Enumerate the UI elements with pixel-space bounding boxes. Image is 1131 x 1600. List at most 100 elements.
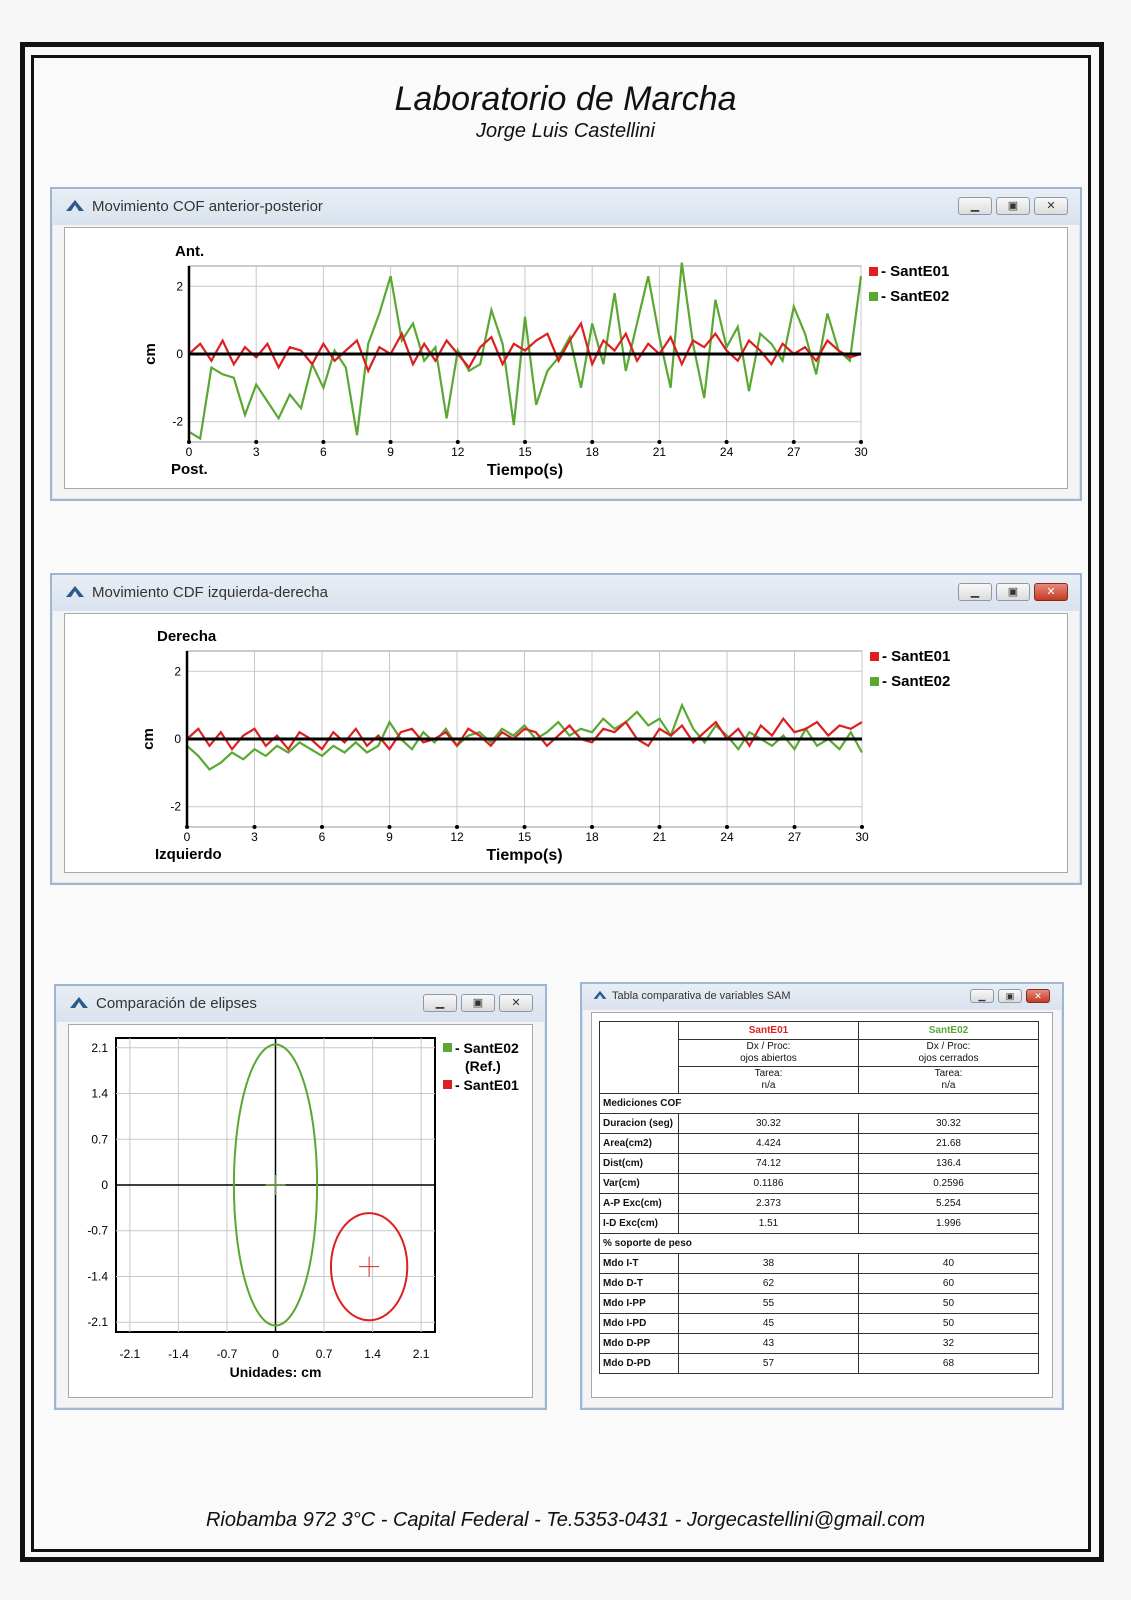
y-tick-label: 2 [174,664,181,678]
x-tick-mark [321,440,326,444]
series-line-sante02 [186,702,863,771]
x-tick-mark [522,825,527,829]
x-axis-label: Tiempo(s) [487,462,563,479]
cell-value: 57 [677,1353,859,1374]
row-label: A-P Exc(cm) [599,1193,679,1214]
x-tick-mark [791,440,796,444]
table-row: Var(cm) 0.1186 0.2596 [599,1173,1040,1194]
cell-value: 32 [857,1333,1040,1354]
x-tick-mark [590,440,595,444]
bottom-direction-label: Izquierdo [155,846,222,863]
close-button[interactable]: ✕ [1026,989,1050,1003]
window-titlebar[interactable]: Tabla comparativa de variables SAM ▁ ▣ ✕ [582,984,1062,1010]
window-titlebar[interactable]: Comparación de elipses ▁ ▣ ✕ [56,986,545,1022]
x-tick-mark [185,825,189,829]
x-tick-label: 12 [450,830,464,844]
y-tick-label: -2.1 [87,1315,108,1329]
cell-value: 60 [857,1273,1040,1294]
x-tick-mark [590,825,594,829]
x-tick-label: -1.4 [168,1347,189,1361]
y-tick-label: -2 [172,415,183,429]
maximize-button[interactable]: ▣ [998,989,1022,1003]
row-label: Duracion (seg) [599,1113,679,1134]
x-tick-label: 6 [320,445,327,459]
window-titlebar[interactable]: Movimiento COF anterior-posterior ▁ ▣ ✕ [52,189,1080,225]
y-tick-label: 1.4 [91,1087,108,1101]
app-icon [70,997,88,1008]
task-value: n/a [941,1080,956,1091]
x-axis-label: Unidades: cm [230,1364,322,1380]
minimize-button[interactable]: ▁ [958,583,992,601]
x-tick-mark [455,440,460,444]
x-tick-label: 30 [855,830,869,844]
close-button[interactable]: ✕ [499,994,533,1012]
legend-swatch-sante02 [870,677,879,686]
table-header-row: SantE01 SantE02 [599,1021,1040,1094]
page-subtitle: Jorge Luis Castellini [476,120,655,142]
close-button[interactable]: ✕ [1034,197,1068,215]
x-tick-label: 0 [272,1347,279,1361]
cell-value: 1.51 [677,1213,859,1234]
minimize-button[interactable]: ▁ [958,197,992,215]
row-label: Var(cm) [599,1173,679,1194]
window-titlebar[interactable]: Movimiento CDF izquierda-derecha ▁ ▣ ✕ [52,575,1080,611]
page-title: Laboratorio de Marcha [394,80,737,118]
cell-value: 0.2596 [857,1173,1040,1194]
section-row: Mediciones COF [599,1093,1039,1114]
ap-chart: 0 3 6 9 12 15 18 21 24 27 30 -2 0 2 Tiempo(s) cm Ant. Pos… [142,243,949,479]
maximize-button[interactable]: ▣ [996,197,1030,215]
cell-value: 5.254 [857,1193,1040,1214]
table-row: Mdo D-PP 43 32 [599,1333,1040,1354]
window-title: Comparación de elipses [96,995,257,1012]
y-tick-label: -2 [170,800,181,814]
top-direction-label: Derecha [157,628,217,645]
y-tick-label: -1.4 [87,1269,108,1283]
x-tick-label: 3 [251,830,258,844]
cell-value: 30.32 [857,1113,1040,1134]
x-tick-mark [320,825,324,829]
maximize-button[interactable]: ▣ [996,583,1030,601]
cell-value: 50 [857,1313,1040,1334]
minimize-button[interactable]: ▁ [970,989,994,1003]
x-tick-label: 0.7 [316,1347,333,1361]
cell-value: 136.4 [857,1153,1040,1174]
x-tick-label: 3 [253,445,260,459]
table-row: Dist(cm) 74.12 136.4 [599,1153,1040,1174]
col-header-sante01: SantE01 [677,1021,859,1040]
ml-chart-window: Movimiento CDF izquierda-derecha ▁ ▣ ✕ 0… [50,573,1082,885]
table-row: I-D Exc(cm) 1.51 1.996 [599,1213,1040,1234]
x-tick-label: 18 [586,445,600,459]
x-tick-label: 0 [186,445,193,459]
dx-value: ojos abiertos [740,1053,797,1064]
table-row: Mdo I-PP 55 50 [599,1293,1040,1314]
x-tick-mark [657,825,662,829]
cell-value: 1.996 [857,1213,1040,1234]
legend-label-sante01: - SantE01 [455,1077,519,1093]
section-title: % soporte de peso [599,1233,1039,1254]
row-label: Mdo I-PD [599,1313,679,1334]
close-button[interactable]: ✕ [1034,583,1068,601]
minimize-button[interactable]: ▁ [423,994,457,1012]
legend-label-sante02: - SantE02 [882,673,950,690]
dx-value: ojos cerrados [918,1053,979,1064]
x-tick-label: 1.4 [364,1347,381,1361]
maximize-button[interactable]: ▣ [461,994,495,1012]
x-tick-mark [455,825,459,829]
x-tick-label: -0.7 [217,1347,238,1361]
task-cell: Tarea: n/a [677,1066,859,1094]
outer-border [20,42,1104,1562]
x-tick-mark [252,825,257,829]
ellipse-sante01 [329,1212,409,1322]
row-label: Mdo D-T [599,1273,679,1294]
col-name: SantE02 [928,1024,969,1036]
ellipse-window: Comparación de elipses ▁ ▣ ✕ - SantE02 (R… [54,984,547,1410]
y-tick-label: 0 [176,347,183,361]
x-tick-label: 21 [653,830,667,844]
table-row: Duracion (seg) 30.32 30.32 [599,1113,1040,1134]
cell-value: 40 [857,1253,1040,1274]
cell-value: 21.68 [857,1133,1040,1154]
series-line-sante01 [186,716,863,752]
cell-value: 50 [857,1293,1040,1314]
x-tick-mark [792,825,797,829]
x-tick-label: 15 [518,445,532,459]
